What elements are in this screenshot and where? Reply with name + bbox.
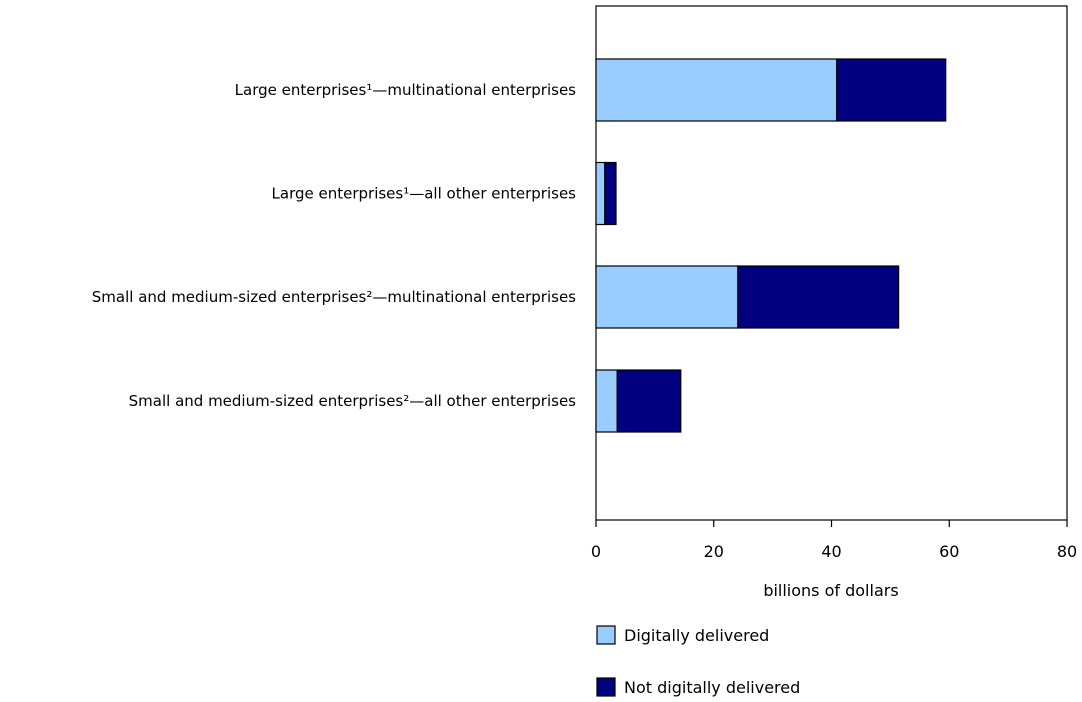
x-tick-label-4: 60 xyxy=(939,542,959,561)
bar-not-digital-4 xyxy=(616,369,682,433)
category-label-2: Large enterprises¹—all other enterprises xyxy=(272,185,577,203)
x-tick-label-1: 0 xyxy=(591,542,601,561)
bar-digital-1 xyxy=(595,58,838,122)
legend-swatch-digital xyxy=(596,625,616,645)
category-label-3: Small and medium-sized enterprises²—mult… xyxy=(92,288,576,306)
legend: Digitally delivered Not digitally deliver… xyxy=(596,625,800,697)
x-tick-label-3: 40 xyxy=(821,542,841,561)
category-label-1: Large enterprises¹—multinational enterpr… xyxy=(235,81,577,99)
bar-not-digital-2 xyxy=(604,161,617,226)
legend-label-not-digital: Not digitally delivered xyxy=(624,678,800,697)
legend-label-digital: Digitally delivered xyxy=(624,626,769,645)
bar-not-digital-1 xyxy=(836,58,947,122)
bar-not-digital-3 xyxy=(737,265,900,329)
category-labels: Large enterprises¹—multinational enterpr… xyxy=(92,81,576,410)
bars-group xyxy=(595,58,947,433)
bar-digital-4 xyxy=(595,369,618,433)
x-axis: 0 20 40 60 80 xyxy=(591,520,1077,561)
x-tick-label-5: 80 xyxy=(1057,542,1077,561)
legend-swatch-not-digital xyxy=(596,677,616,697)
x-tick-label-2: 20 xyxy=(704,542,724,561)
x-axis-title: billions of dollars xyxy=(763,581,898,600)
bar-digital-2 xyxy=(595,161,606,226)
bar-digital-3 xyxy=(595,265,739,329)
category-label-4: Small and medium-sized enterprises²—all … xyxy=(129,392,577,410)
